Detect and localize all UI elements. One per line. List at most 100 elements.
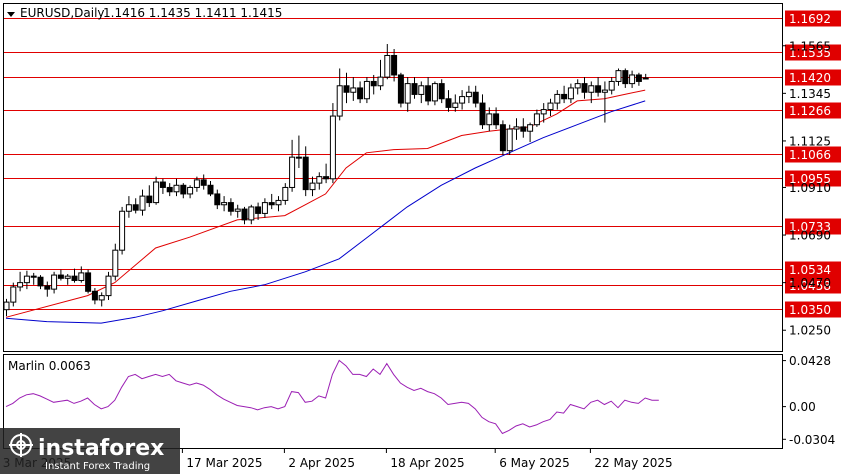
candle [343, 72, 350, 104]
candle [540, 103, 547, 123]
candle-body [377, 76, 384, 87]
candle [445, 90, 452, 112]
candle [153, 176, 160, 205]
candle-body [323, 176, 330, 180]
indicator-label: Marlin 0.0063 [8, 359, 91, 373]
candle-body [64, 275, 71, 279]
candle [98, 292, 105, 307]
candle [384, 44, 391, 80]
candle [472, 85, 479, 108]
candle-body [309, 182, 316, 191]
date-tick-label: 6 May 2025 [499, 456, 570, 470]
price-tick-label: 1.0470 [789, 276, 831, 290]
candle [499, 120, 506, 156]
candle-body [397, 74, 404, 104]
candle [214, 189, 221, 210]
ohlc-readout: 1.1416 1.1435 1.1411 1.1415 [103, 6, 282, 20]
candle [180, 183, 187, 199]
price-tick-label: 1.0910 [789, 181, 831, 195]
oscillator-axis: 0.0428 0.00 -0.0304 [782, 354, 835, 447]
candle-body [567, 87, 574, 100]
candle [601, 81, 608, 123]
candle-body [411, 83, 418, 95]
candle [139, 189, 146, 216]
candle [71, 268, 78, 283]
candle [3, 298, 10, 317]
candle [187, 185, 194, 199]
candle [493, 107, 500, 130]
candle [397, 72, 404, 108]
candle-body [336, 85, 343, 117]
candle [513, 118, 520, 140]
level-label-box [785, 277, 841, 294]
candle [30, 272, 37, 285]
candle [323, 163, 330, 184]
candle-body [520, 126, 527, 132]
slow-ma-line [5, 100, 646, 324]
candle [51, 271, 58, 294]
level-label-box [785, 146, 841, 163]
candle [309, 176, 316, 197]
candle [207, 180, 214, 197]
candle [336, 68, 343, 121]
candle-body [472, 91, 479, 104]
candle-body [23, 275, 30, 284]
candle [370, 74, 377, 95]
candle-body [316, 176, 323, 184]
level-label: 1.1066 [789, 148, 831, 162]
candle-body [622, 70, 629, 85]
candle-body [17, 282, 24, 288]
candle [465, 85, 472, 104]
candle [459, 90, 466, 110]
candle [44, 281, 51, 297]
level-label-box [785, 261, 841, 278]
candle-body [57, 274, 64, 279]
candle-body [574, 83, 581, 89]
candle-body [200, 179, 207, 186]
candle-body [391, 54, 398, 76]
oscillator-tick-label: 0.0428 [789, 354, 831, 368]
candle [255, 202, 262, 220]
candle-body [234, 208, 241, 212]
level-label-box [785, 44, 841, 61]
candle-body [527, 124, 534, 132]
candle-body [499, 124, 506, 152]
candle [17, 271, 24, 292]
candle-body [384, 54, 391, 78]
candle-body [581, 83, 588, 93]
candle-body [119, 210, 126, 251]
candle [221, 196, 228, 212]
mid-line [5, 89, 646, 318]
candle-body [44, 285, 51, 290]
level-label-box [785, 102, 841, 119]
candle-body [207, 184, 214, 195]
candle [391, 48, 398, 82]
candle-body [418, 85, 425, 95]
candle-body [363, 80, 370, 100]
price-tick-label: 1.0690 [789, 229, 831, 243]
candle [357, 81, 364, 104]
candle-body [357, 87, 364, 100]
candle-body [465, 91, 472, 98]
candle [418, 81, 425, 104]
symbol-title: EURUSD,Daily [20, 6, 105, 20]
candle [642, 73, 649, 80]
candle [173, 178, 180, 197]
candle-body [561, 93, 568, 100]
candle [452, 94, 459, 112]
candle [595, 77, 602, 97]
candle-body [10, 286, 17, 303]
candle-body [78, 272, 85, 281]
candle-body [282, 186, 289, 201]
symbol-menu-triangle-icon[interactable] [7, 12, 15, 17]
candle [629, 70, 636, 88]
candle [105, 271, 112, 300]
candle-body [30, 275, 37, 278]
price-tick-label: 1.1125 [789, 134, 831, 148]
candle-body [608, 80, 615, 91]
candle [547, 98, 554, 117]
date-tick-label: 22 May 2025 [594, 456, 672, 470]
candle [479, 94, 486, 130]
candle [520, 118, 527, 138]
